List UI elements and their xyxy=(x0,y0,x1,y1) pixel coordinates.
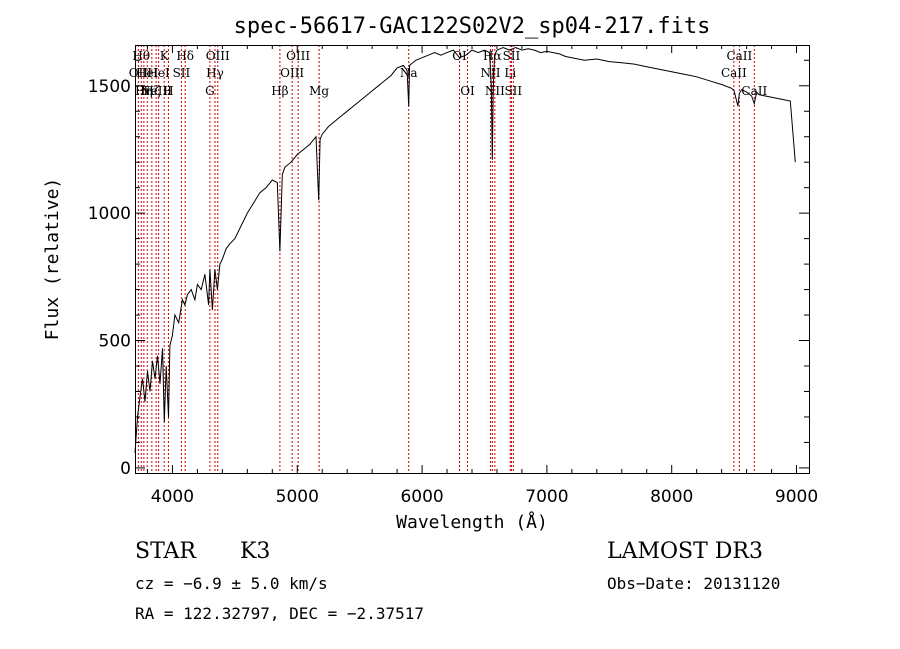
chart-title: spec-56617-GAC122S02V2_sp04-217.fits xyxy=(234,14,711,39)
y-tick-label-1: 500 xyxy=(99,332,131,352)
line-label-16: OIII xyxy=(286,49,310,63)
line-label-17: Mg xyxy=(309,84,329,98)
line-label-29: CaII xyxy=(741,84,767,98)
x-tick-label-4: 8000 xyxy=(650,487,693,507)
observation-date: Obs−Date: 20131120 xyxy=(607,574,781,593)
line-label-24: Li xyxy=(504,66,516,80)
line-label-18: Na xyxy=(400,66,418,80)
x-axis: 4000 5000 6000 7000 8000 9000 xyxy=(146,45,818,507)
line-label-12: Hγ xyxy=(206,66,224,80)
line-label-26: SII xyxy=(504,84,522,98)
y-axis-label: Flux (relative) xyxy=(42,178,63,341)
line-label-0: OII xyxy=(129,66,149,80)
x-tick-label-1: 5000 xyxy=(276,487,319,507)
line-label-6: HeI xyxy=(147,66,170,80)
object-class: STAR xyxy=(135,539,196,564)
line-label-15: OIII xyxy=(280,66,304,80)
line-label-11: G xyxy=(205,84,215,98)
line-label-4: Hζ xyxy=(143,84,160,98)
line-label-22: Hα xyxy=(483,49,502,63)
line-label-8: H xyxy=(163,84,173,98)
x-tick-label-2: 6000 xyxy=(400,487,443,507)
y-tick-label-3: 1500 xyxy=(88,77,131,97)
x-tick-label-5: 9000 xyxy=(775,487,818,507)
line-label-27: CaII xyxy=(721,66,747,80)
line-label-10: Hδ xyxy=(176,49,194,63)
y-axis: 0 500 1000 1500 xyxy=(88,59,809,479)
spectral-line-labels: OIIHθHηHeIHζNeIIIHeIKHSIIHδGHγOIIIHβOIII… xyxy=(129,49,768,98)
line-label-23: NII xyxy=(485,84,505,98)
survey-name: LAMOST DR3 xyxy=(607,539,763,564)
line-label-3: HeI xyxy=(136,66,159,80)
spectral-line-markers xyxy=(137,45,755,473)
plot-frame xyxy=(135,45,810,474)
spectrum-line xyxy=(134,46,796,453)
y-tick-label-0: 0 xyxy=(120,459,131,479)
coordinates: RA = 122.32797, DEC = −2.37517 xyxy=(135,604,424,623)
line-label-9: SII xyxy=(173,66,191,80)
line-label-28: CaII xyxy=(726,49,752,63)
line-label-25: SII xyxy=(503,49,521,63)
line-label-20: OI xyxy=(460,84,475,98)
redshift-value: cz = −6.9 ± 5.0 km/s xyxy=(135,574,328,593)
x-axis-label: Wavelength (Å) xyxy=(396,511,548,533)
object-subclass: K3 xyxy=(240,539,271,564)
y-tick-label-2: 1000 xyxy=(88,204,131,224)
line-label-7: K xyxy=(160,49,170,63)
line-label-14: Hβ xyxy=(271,84,288,98)
line-label-13: OIII xyxy=(206,49,230,63)
line-label-1: Hθ xyxy=(132,49,150,63)
line-label-19: OI xyxy=(452,49,467,63)
line-label-5: NeIII xyxy=(140,84,172,98)
line-label-2: Hη xyxy=(135,84,153,98)
x-tick-label-0: 4000 xyxy=(151,487,194,507)
x-tick-label-3: 7000 xyxy=(525,487,568,507)
